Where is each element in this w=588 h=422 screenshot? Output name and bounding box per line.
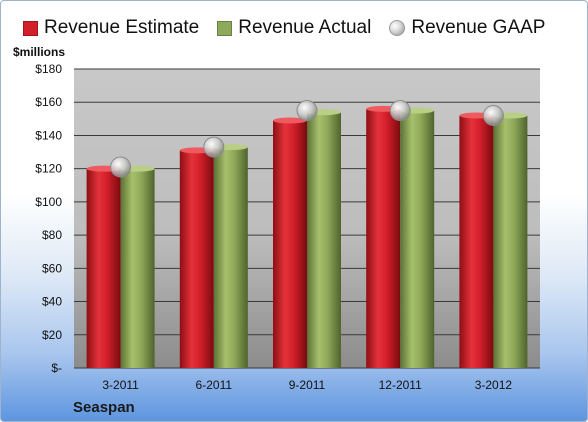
- y-axis-unit-label: $millions: [13, 45, 66, 59]
- legend-item-gaap: Revenue GAAP: [389, 17, 545, 39]
- bar-revenue-actual: [400, 110, 435, 369]
- legend-label-estimate: Revenue Estimate: [44, 17, 200, 38]
- bar-revenue-actual: [213, 147, 248, 368]
- legend-swatch-actual: [217, 20, 233, 36]
- legend-label-actual: Revenue Actual: [238, 17, 372, 38]
- bar-revenue-estimate: [179, 150, 214, 368]
- bar-revenue-estimate: [459, 115, 494, 368]
- y-tick-label: $100: [35, 195, 62, 209]
- marker-revenue-gaap: [203, 136, 225, 158]
- bar-revenue-estimate: [273, 120, 307, 368]
- legend-item-estimate: Revenue Estimate: [23, 17, 199, 39]
- bar-cap-revenue-estimate: [273, 117, 307, 124]
- y-tick-label: $140: [35, 128, 62, 142]
- y-tick-label: $120: [35, 162, 62, 176]
- y-tick-label: $40: [42, 295, 62, 309]
- legend: Revenue Estimate Revenue Actual Revenue …: [23, 17, 563, 39]
- x-tick-label: 9-2011: [289, 378, 326, 392]
- legend-swatch-estimate: [23, 20, 38, 36]
- marker-revenue-gaap: [296, 100, 318, 122]
- x-tick-label: 6-2011: [196, 378, 233, 392]
- legend-label-gaap: Revenue GAAP: [411, 17, 546, 38]
- legend-item-actual: Revenue Actual: [217, 17, 371, 39]
- y-tick-label: $60: [42, 261, 62, 275]
- bar-revenue-actual: [307, 112, 341, 368]
- x-tick-label: 3-2011: [102, 378, 139, 392]
- legend-marker-gaap: [389, 20, 406, 36]
- bar-revenue-actual: [120, 168, 155, 368]
- y-tick-label: $80: [42, 228, 62, 242]
- bar-revenue-estimate: [366, 108, 401, 368]
- company-name: Seaspan: [73, 399, 135, 416]
- y-tick-label: $20: [42, 328, 62, 342]
- x-tick-label: 3-2012: [475, 378, 513, 392]
- marker-revenue-gaap: [389, 100, 411, 122]
- y-tick-label: $-: [51, 361, 62, 375]
- y-tick-label: $160: [35, 95, 62, 109]
- x-tick-label: 12-2011: [379, 378, 422, 392]
- bar-revenue-estimate: [86, 168, 121, 368]
- marker-revenue-gaap: [482, 105, 504, 127]
- y-tick-label: $180: [35, 62, 62, 76]
- marker-revenue-gaap: [110, 156, 132, 178]
- bar-revenue-actual: [493, 115, 528, 368]
